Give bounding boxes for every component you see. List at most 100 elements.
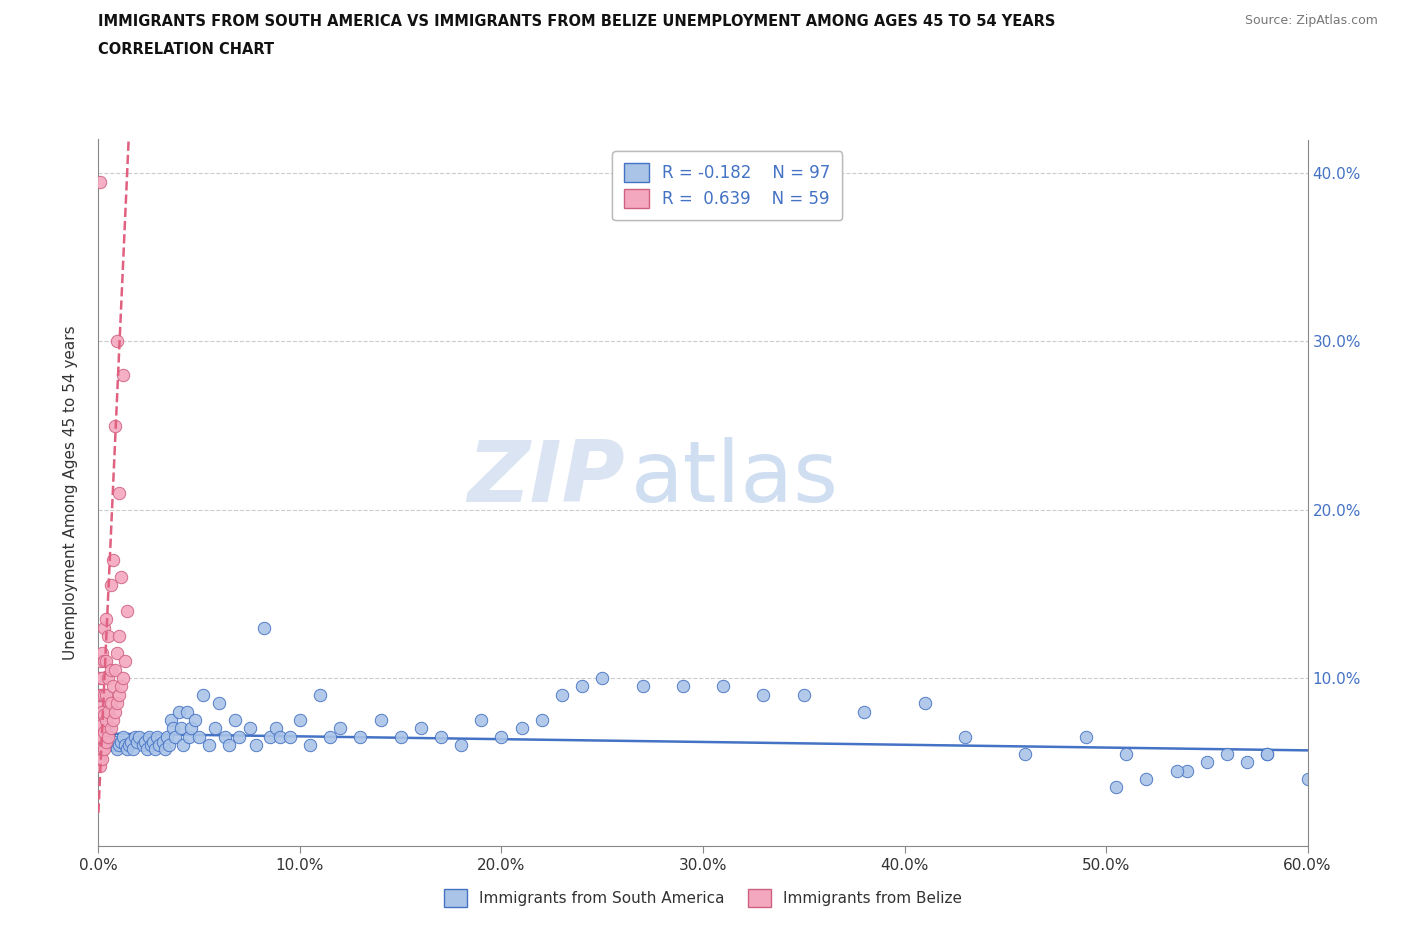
Point xyxy=(107,687,129,702)
Point xyxy=(157,737,180,752)
Point xyxy=(1256,746,1278,761)
Point xyxy=(89,671,111,685)
Point xyxy=(91,704,114,719)
Point xyxy=(111,729,134,744)
Point xyxy=(128,729,150,744)
Point xyxy=(110,679,132,694)
Point xyxy=(100,696,122,711)
Point xyxy=(118,737,141,752)
Point xyxy=(409,721,432,736)
Point xyxy=(89,704,111,719)
Point xyxy=(245,737,267,752)
Point xyxy=(142,735,165,750)
Point xyxy=(101,679,124,694)
Point xyxy=(97,671,120,685)
Point xyxy=(153,741,176,756)
Point xyxy=(430,729,453,744)
Point xyxy=(188,729,211,744)
Text: CORRELATION CHART: CORRELATION CHART xyxy=(98,42,274,57)
Point xyxy=(111,671,134,685)
Point xyxy=(214,729,236,744)
Point xyxy=(115,741,138,756)
Point xyxy=(259,729,281,744)
Point xyxy=(1256,746,1278,761)
Point xyxy=(172,737,194,752)
Point xyxy=(89,758,111,773)
Point xyxy=(93,708,115,723)
Point xyxy=(89,696,111,711)
Point xyxy=(1074,729,1097,744)
Point xyxy=(110,569,132,584)
Point xyxy=(100,733,122,748)
Point xyxy=(100,662,122,677)
Point xyxy=(114,654,136,669)
Point xyxy=(124,729,146,744)
Point xyxy=(103,418,125,433)
Point xyxy=(103,735,125,750)
Point xyxy=(97,729,120,744)
Point xyxy=(110,735,132,750)
Point xyxy=(269,729,291,744)
Point xyxy=(97,729,120,744)
Y-axis label: Unemployment Among Ages 45 to 54 years: Unemployment Among Ages 45 to 54 years xyxy=(63,326,77,660)
Point xyxy=(184,712,207,727)
Point xyxy=(91,729,114,744)
Point xyxy=(953,729,976,744)
Point xyxy=(591,671,613,685)
Point xyxy=(97,704,120,719)
Point xyxy=(370,712,392,727)
Point xyxy=(93,654,115,669)
Point xyxy=(470,712,492,727)
Point xyxy=(89,687,111,702)
Point xyxy=(224,712,246,727)
Point xyxy=(179,729,201,744)
Point xyxy=(1195,755,1218,770)
Text: IMMIGRANTS FROM SOUTH AMERICA VS IMMIGRANTS FROM BELIZE UNEMPLOYMENT AMONG AGES : IMMIGRANTS FROM SOUTH AMERICA VS IMMIGRA… xyxy=(98,14,1056,29)
Point xyxy=(631,679,654,694)
Point xyxy=(89,746,111,761)
Point xyxy=(148,737,170,752)
Point xyxy=(101,712,124,727)
Point xyxy=(91,671,114,685)
Point xyxy=(389,729,412,744)
Point xyxy=(120,735,142,750)
Point xyxy=(672,679,695,694)
Point xyxy=(93,620,115,635)
Point xyxy=(1216,746,1239,761)
Point xyxy=(132,737,155,752)
Point xyxy=(711,679,734,694)
Point xyxy=(91,741,114,756)
Point xyxy=(89,654,111,669)
Point xyxy=(309,687,332,702)
Point xyxy=(198,737,221,752)
Point xyxy=(510,721,533,736)
Point xyxy=(135,741,157,756)
Point xyxy=(450,737,472,752)
Point xyxy=(143,741,166,756)
Point xyxy=(105,741,128,756)
Text: ZIP: ZIP xyxy=(467,437,624,520)
Point xyxy=(134,735,156,750)
Point xyxy=(193,687,215,702)
Point xyxy=(105,645,128,660)
Point xyxy=(105,334,128,349)
Point xyxy=(91,645,114,660)
Point xyxy=(319,729,342,744)
Point xyxy=(752,687,775,702)
Point xyxy=(89,724,111,739)
Legend: R = -0.182    N = 97, R =  0.639    N = 59: R = -0.182 N = 97, R = 0.639 N = 59 xyxy=(612,152,842,219)
Point xyxy=(349,729,371,744)
Point xyxy=(115,604,138,618)
Point xyxy=(204,721,226,736)
Point xyxy=(208,696,231,711)
Point xyxy=(139,737,162,752)
Text: atlas: atlas xyxy=(630,437,838,520)
Point xyxy=(571,679,593,694)
Point xyxy=(167,704,190,719)
Point xyxy=(93,687,115,702)
Point xyxy=(89,751,111,766)
Point xyxy=(156,729,179,744)
Point xyxy=(329,721,352,736)
Point xyxy=(93,724,115,739)
Point xyxy=(1236,755,1258,770)
